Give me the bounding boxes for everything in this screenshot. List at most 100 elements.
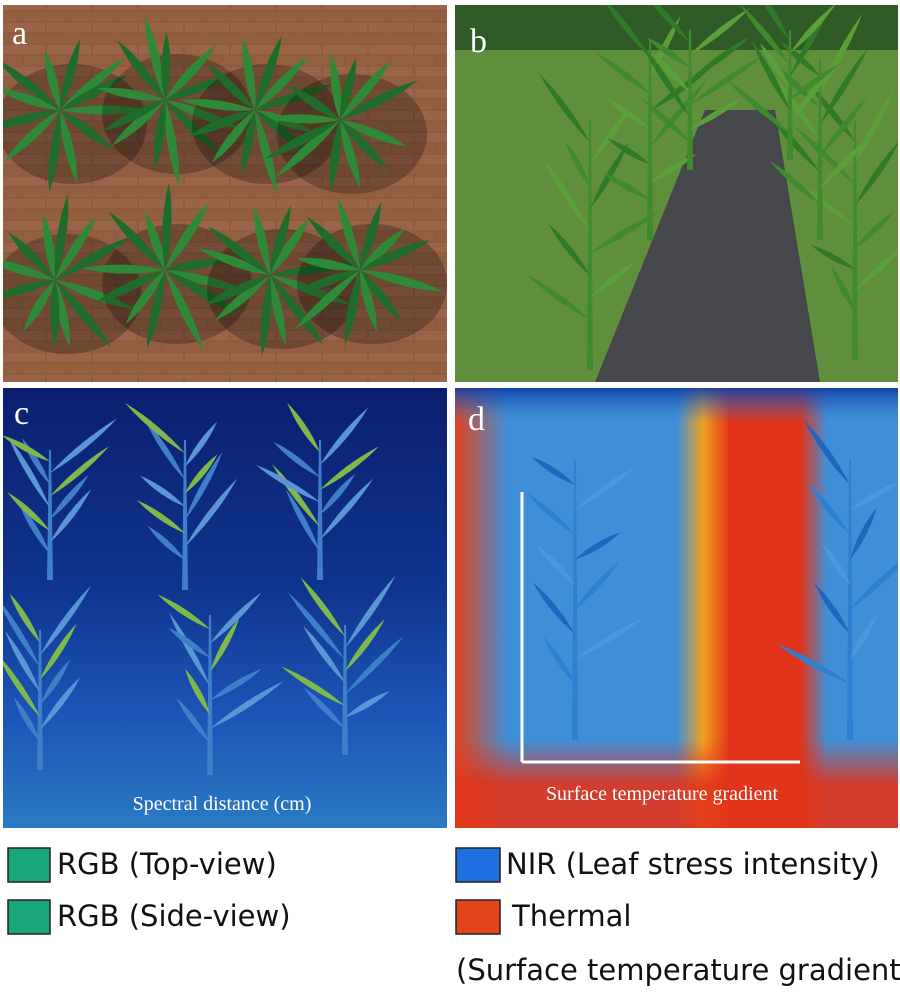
- plant-leaf: [687, 30, 693, 170]
- plant-leaf: [162, 182, 172, 270]
- plant-leaf: [44, 50, 61, 110]
- plant-leaf: [810, 245, 855, 270]
- plant-leaf: [769, 71, 820, 140]
- plant-leaf: [269, 275, 286, 346]
- plant-leaf: [646, 37, 690, 68]
- plant-leaf: [285, 488, 320, 552]
- plant-leaf: [60, 110, 114, 150]
- plant-leaf: [50, 446, 109, 497]
- plant-leaf: [340, 120, 361, 188]
- plant-leaf: [850, 614, 878, 660]
- plant-leaf: [830, 264, 855, 312]
- plant-leaf: [360, 228, 405, 270]
- plant-leaf: [255, 84, 332, 110]
- plant-leaf: [807, 482, 850, 535]
- plant-leaf: [214, 275, 270, 322]
- plant-leaf: [776, 643, 850, 684]
- plant-leaf: [267, 114, 340, 124]
- plant-leaf: [164, 100, 180, 187]
- plant-leaf: [3, 110, 60, 128]
- plant-leaf: [288, 85, 340, 120]
- panel-label: a: [12, 15, 27, 52]
- plant-leaf: [254, 206, 271, 275]
- plant-leaf: [651, 52, 690, 93]
- plant-leaf: [270, 217, 310, 275]
- panel-label: b: [470, 23, 487, 60]
- plant-leaf: [855, 249, 898, 291]
- plant-leaf: [640, 42, 690, 118]
- plant-leaf: [165, 270, 240, 315]
- plant-leaf: [108, 211, 165, 270]
- plant-leaf: [157, 594, 210, 630]
- legend-label: NIR (Leaf stress intensity): [506, 847, 880, 881]
- plant-leaf: [320, 446, 379, 490]
- plant-leaf: [5, 631, 41, 693]
- plant-leaf: [340, 60, 391, 120]
- plant-leaf: [50, 474, 89, 520]
- plant-leaf: [145, 15, 165, 101]
- plant-leaf: [281, 666, 345, 706]
- plant-leaf: [595, 52, 650, 94]
- plant-leaf: [526, 492, 575, 535]
- plant-leaf: [287, 592, 345, 660]
- panel-label: d: [468, 401, 485, 438]
- plant-leaf: [9, 593, 41, 643]
- legend-swatch: [7, 899, 51, 935]
- plant-leaf: [297, 270, 360, 292]
- plant-leaf: [7, 436, 50, 508]
- panel-rgb-side: [455, 5, 898, 382]
- plant-leaf: [300, 577, 345, 637]
- plant-leaf: [146, 270, 165, 349]
- panel-label: c: [14, 395, 29, 432]
- plant-leaf: [185, 421, 218, 467]
- plant-leaf: [329, 120, 341, 192]
- plant-leaf: [242, 37, 256, 110]
- plant-leaf: [255, 56, 308, 110]
- plant-leaf: [817, 60, 823, 240]
- plant-leaf: [264, 120, 340, 159]
- plant-leaf: [117, 39, 165, 100]
- plant-leaf: [55, 236, 131, 280]
- plant-leaf: [165, 202, 209, 270]
- plant-leaf: [303, 687, 345, 729]
- legend-swatch: [455, 899, 501, 935]
- plant-leaf: [48, 110, 61, 192]
- plant-leaf: [54, 194, 69, 280]
- plant-leaf: [179, 99, 255, 111]
- thermal-overlay: [455, 388, 898, 828]
- plant-leaf: [767, 113, 820, 172]
- plant-leaf: [294, 270, 360, 330]
- plant-leaf: [303, 626, 345, 683]
- plant-leaf: [3, 435, 50, 462]
- plant-leaf: [60, 57, 126, 110]
- plant-leaf: [204, 275, 270, 306]
- plant-leaf: [820, 48, 868, 124]
- plant-leaf: [95, 270, 165, 303]
- legend-note: (Surface temperature gradient): [456, 953, 900, 987]
- plant-leaf: [176, 697, 210, 743]
- plant-leaf: [60, 75, 128, 110]
- plant-leaf: [23, 280, 55, 332]
- plant-leaf: [210, 668, 262, 701]
- plant-leaf: [536, 545, 575, 585]
- plant-leaf: [206, 63, 255, 110]
- plant-leaf: [337, 198, 360, 270]
- plant-leaf: [531, 456, 575, 485]
- plant-leaf: [751, 39, 790, 111]
- plant-leaf: [210, 592, 262, 644]
- plant-leaf: [3, 110, 61, 162]
- plant-leaf: [161, 31, 171, 100]
- plant-leaf: [790, 64, 839, 100]
- plant-leaf: [769, 160, 820, 204]
- plant-leaf: [13, 696, 40, 742]
- plant-leaf: [273, 441, 320, 478]
- plant-leaf: [345, 636, 404, 695]
- plant-leaf: [790, 5, 836, 54]
- plant-leaf: [198, 248, 270, 275]
- plant-leaf: [575, 465, 637, 510]
- plant-leaf: [255, 110, 278, 195]
- panel-nir: [3, 388, 447, 828]
- plant-leaf: [211, 110, 255, 164]
- plant-leaf: [690, 56, 763, 105]
- plant-leaf: [8, 231, 56, 280]
